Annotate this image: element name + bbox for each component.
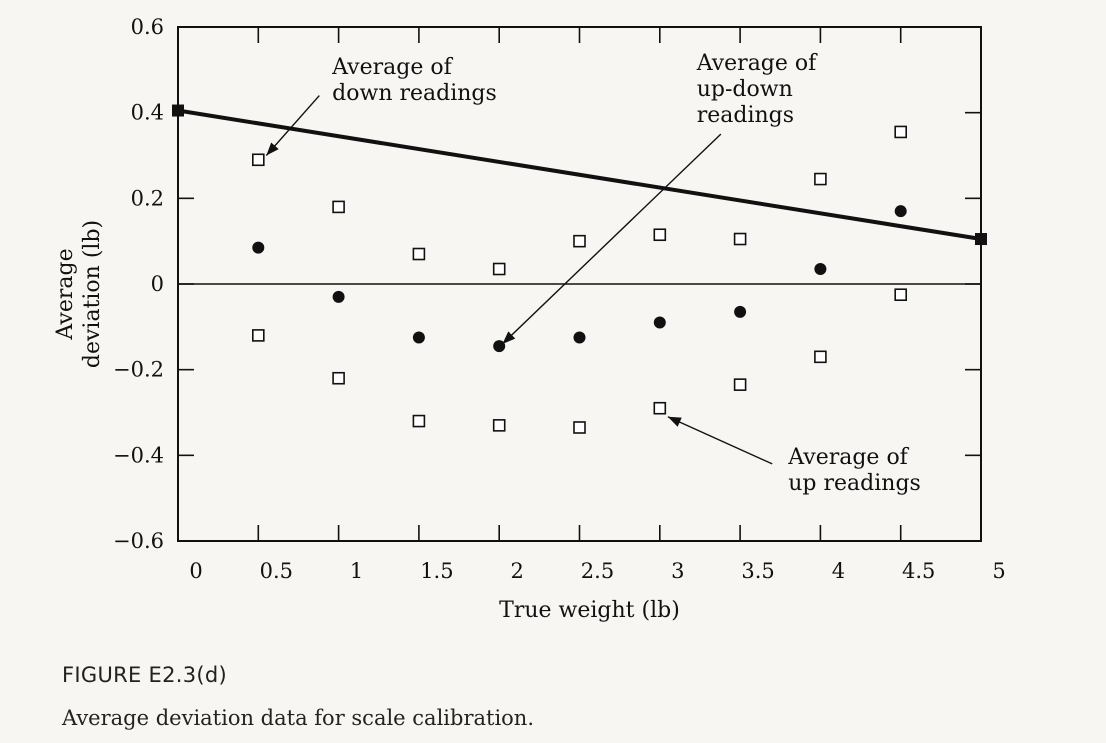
annotation-arrow	[667, 416, 773, 465]
x-tick-label: 3.5	[741, 559, 774, 583]
annotation-arrowhead	[667, 416, 682, 427]
updown-point	[412, 331, 425, 344]
y-tick-label: 0.4	[131, 101, 164, 125]
down-point	[573, 234, 586, 248]
annotation-arrow	[265, 95, 320, 156]
down-point	[252, 153, 265, 167]
up-point	[252, 329, 265, 342]
x-tick-label: 0.5	[260, 559, 293, 583]
updown-point	[573, 331, 586, 344]
x-tick-label: 4	[832, 559, 845, 583]
x-tick-label: 1	[350, 559, 363, 583]
annotation-text: down readings	[332, 81, 497, 106]
up-point	[653, 401, 667, 415]
annotation-text: Average of	[787, 445, 909, 470]
up-point	[573, 421, 586, 434]
y-tick-label: −0.4	[113, 443, 164, 467]
down-point	[814, 172, 827, 186]
up-point	[492, 419, 506, 432]
annotation-arrow	[501, 133, 722, 345]
up-point	[894, 288, 908, 302]
down-point	[332, 200, 345, 214]
up-point	[332, 371, 345, 385]
scatter-chart: 0 0.5 1 1.5 2 2.5 3 3.5 4 4.5 5 −0.6 −0.4 −0.2 0 0.2 0.4…	[53, 15, 1006, 623]
figure-label: FIGURE E2.3(d)	[62, 663, 228, 687]
figure-caption: Average deviation data for scale calibra…	[62, 706, 534, 730]
up-point	[412, 414, 426, 428]
x-tick-label: 5	[992, 559, 1005, 583]
y-axis-label-line1: Average	[53, 248, 78, 340]
trend-line-endpoint	[975, 233, 987, 246]
y-tick-label: 0.6	[131, 15, 164, 39]
x-tick-label: 2	[511, 559, 524, 583]
down-point	[412, 247, 426, 261]
annotation-arrowhead	[502, 331, 516, 344]
annotation-text: Average of	[696, 51, 818, 76]
y-tick-label: −0.6	[113, 529, 164, 553]
axis-tick-labels: 0 0.5 1 1.5 2 2.5 3 3.5 4 4.5 5 −0.6 −0.4 −0.2 0 0.2 0.4…	[113, 15, 1006, 583]
updown-point	[332, 290, 345, 303]
data-points	[172, 104, 987, 434]
x-tick-label: 4.5	[902, 559, 935, 583]
x-tick-label: 0	[189, 559, 202, 583]
down-point	[653, 228, 667, 242]
annotation-arrowhead	[266, 142, 279, 156]
down-point	[894, 125, 908, 139]
updown-point	[814, 263, 827, 276]
trend-line	[177, 108, 982, 241]
x-tick-label: 3	[671, 559, 684, 583]
annotation-text: Average of	[331, 55, 453, 80]
up-point	[814, 350, 827, 364]
updown-point	[653, 316, 666, 329]
up-point	[733, 378, 747, 391]
y-tick-label: 0	[151, 272, 164, 296]
x-axis-label: True weight (lb)	[499, 598, 680, 623]
y-axis-label-line2: deviation (lb)	[80, 220, 105, 368]
y-tick-label: 0.2	[131, 186, 164, 210]
y-axis-label: Average deviation (lb)	[53, 220, 105, 368]
updown-point	[894, 205, 907, 218]
y-tick-label: −0.2	[113, 358, 164, 382]
down-point	[492, 262, 506, 276]
annotation-text: up-down	[697, 77, 793, 102]
annotation-text: readings	[697, 103, 794, 128]
down-point	[733, 232, 747, 246]
trend-line-endpoint	[172, 104, 184, 117]
annotation-text: up readings	[788, 471, 921, 496]
updown-point	[493, 340, 506, 353]
updown-point	[734, 305, 747, 318]
updown-point	[252, 241, 265, 254]
x-tick-label: 2.5	[581, 559, 614, 583]
x-tick-label: 1.5	[420, 559, 453, 583]
